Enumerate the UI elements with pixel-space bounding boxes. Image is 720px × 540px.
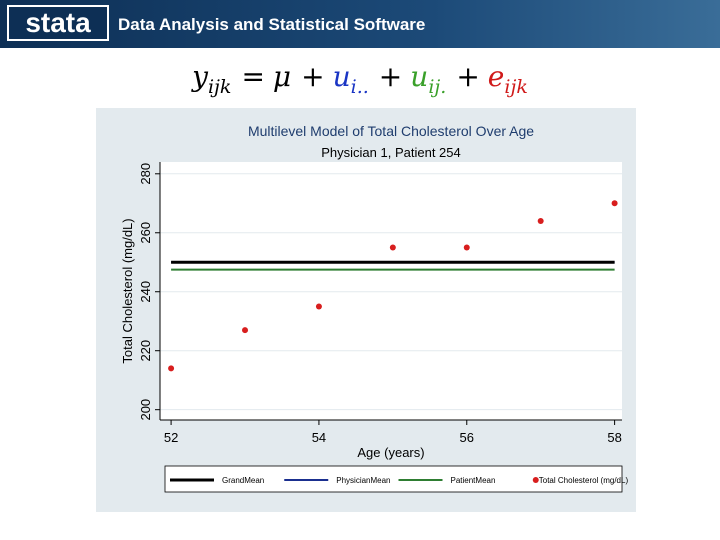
y-axis-label: Total Cholesterol (mg/dL) bbox=[120, 218, 135, 363]
plot-area bbox=[160, 162, 622, 420]
data-point bbox=[537, 217, 544, 224]
y-tick-label: 240 bbox=[138, 281, 153, 303]
x-tick-label: 58 bbox=[607, 430, 621, 445]
equation-term: e bbox=[488, 60, 505, 93]
header-bar bbox=[0, 0, 720, 48]
legend-label: PatientMean bbox=[451, 476, 496, 485]
y-tick-label: 220 bbox=[138, 340, 153, 362]
legend-box bbox=[164, 465, 623, 493]
logo-box bbox=[7, 5, 109, 41]
equation-term: u bbox=[410, 60, 428, 93]
legend-marker bbox=[532, 477, 539, 483]
x-axis-label: Age (years) bbox=[357, 445, 424, 460]
chart-subtitle: Physician 1, Patient 254 bbox=[321, 145, 460, 160]
x-tick-label: 56 bbox=[460, 430, 474, 445]
x-tick-label: 52 bbox=[164, 430, 178, 445]
equation-subscript: ijk bbox=[208, 76, 231, 98]
chart: 200 220 240 260 280 52 54 56 58 GrandMean Physicia… bbox=[138, 162, 628, 485]
equation-term: μ bbox=[273, 60, 291, 93]
legend-label: Total Cholesterol (mg/dL) bbox=[539, 476, 629, 485]
y-tick-label: 200 bbox=[138, 399, 153, 421]
equation-term: + bbox=[456, 60, 479, 93]
equation: yijk​=μ+ui..​+uij.​+eijk​ bbox=[190, 60, 528, 98]
data-point bbox=[463, 244, 470, 251]
data-point bbox=[242, 327, 249, 334]
data-point bbox=[168, 365, 175, 372]
chart-title: Multilevel Model of Total Cholesterol Ov… bbox=[248, 123, 534, 139]
data-point bbox=[315, 303, 322, 310]
y-tick-label: 280 bbox=[138, 163, 153, 185]
equation-term: + bbox=[301, 60, 324, 93]
equation-subscript: i.. bbox=[351, 76, 369, 98]
y-tick-label: 260 bbox=[138, 222, 153, 244]
data-point bbox=[611, 200, 618, 207]
logo: stata bbox=[25, 7, 91, 38]
equation-term: u bbox=[333, 60, 351, 93]
equation-term: + bbox=[379, 60, 402, 93]
equation-term: y bbox=[190, 60, 209, 93]
equation-subscript: ijk bbox=[504, 76, 527, 98]
legend-label: GrandMean bbox=[222, 476, 264, 485]
x-tick-label: 54 bbox=[312, 430, 326, 445]
equation-term: = bbox=[241, 60, 264, 93]
data-point bbox=[389, 244, 396, 251]
equation-subscript: ij. bbox=[428, 76, 446, 98]
legend-label: PhysicianMean bbox=[336, 476, 390, 485]
tagline: Data Analysis and Statistical Software bbox=[118, 15, 425, 34]
